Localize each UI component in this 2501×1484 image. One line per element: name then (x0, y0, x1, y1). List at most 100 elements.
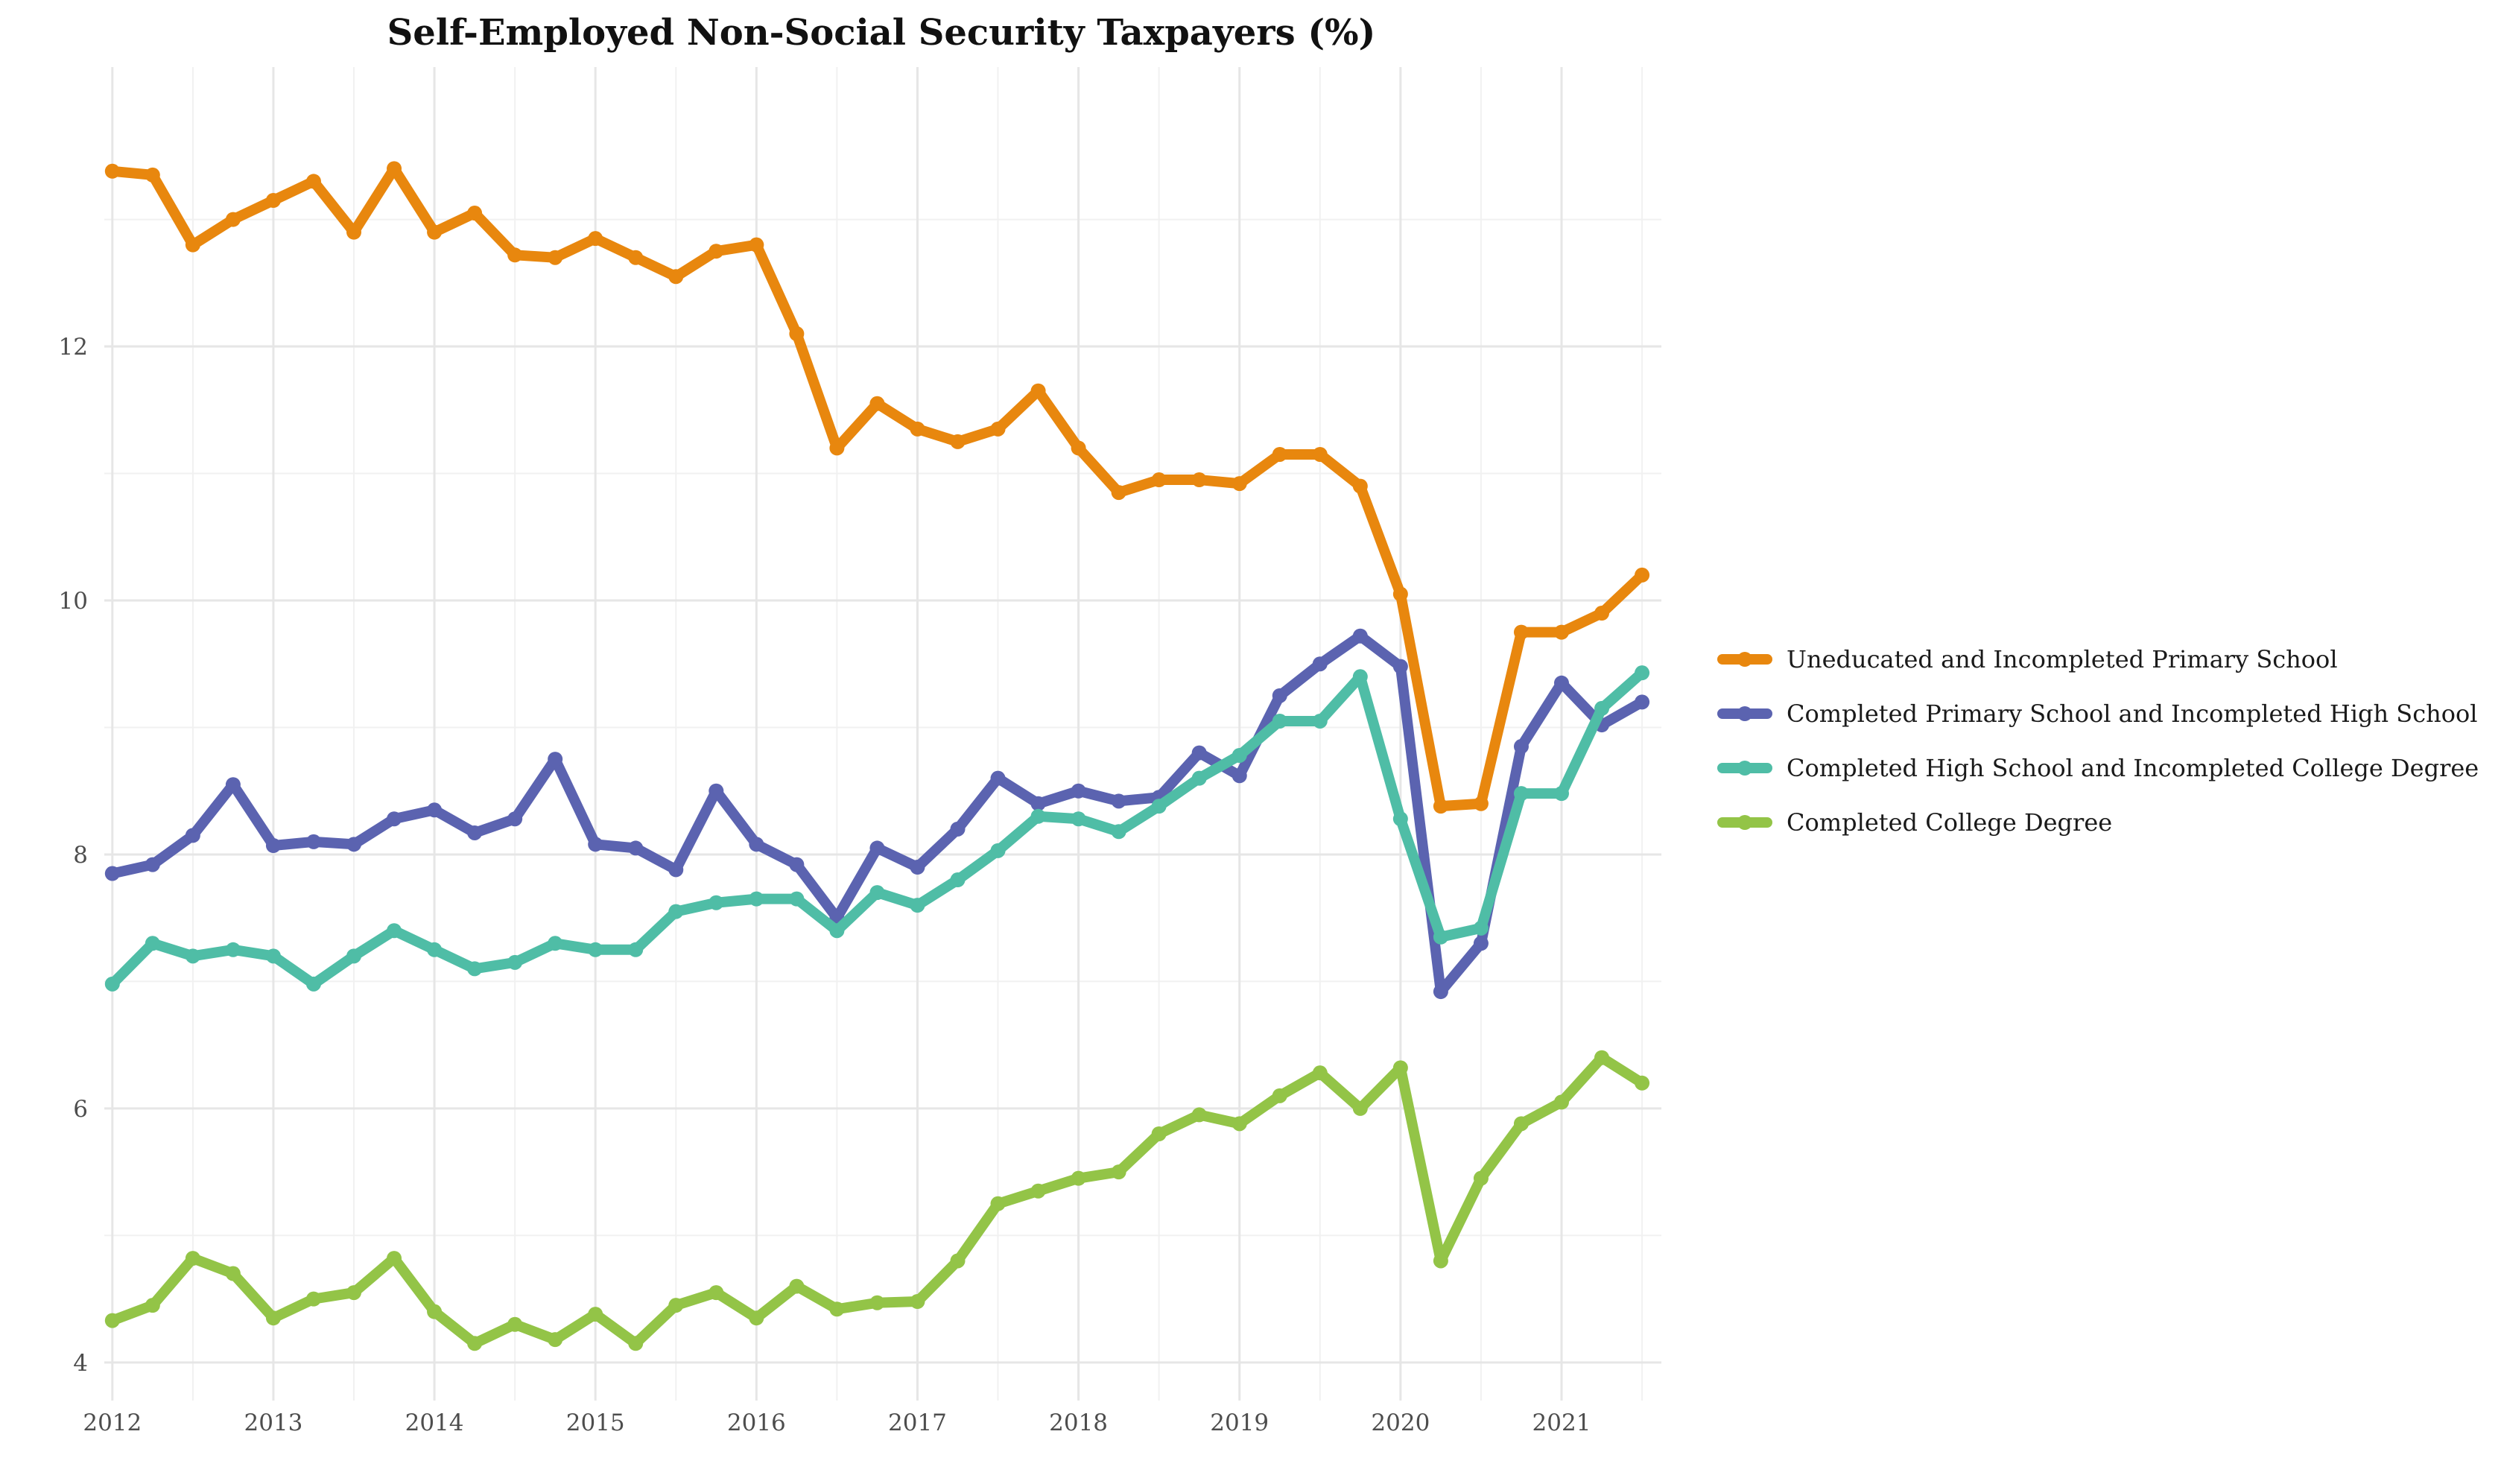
series-group (104, 161, 1650, 814)
data-point (1473, 1170, 1489, 1186)
data-point (1352, 1100, 1368, 1116)
legend-label: Completed High School and Incompleted Co… (1787, 754, 2479, 782)
data-point (668, 1298, 684, 1313)
data-point (829, 440, 845, 456)
data-point (749, 837, 764, 852)
data-point (427, 942, 443, 957)
x-tick-label: 2012 (83, 1410, 142, 1436)
data-point (104, 163, 120, 179)
data-point (709, 895, 724, 910)
data-point (628, 250, 644, 265)
x-tick-label: 2018 (1049, 1410, 1108, 1436)
data-point (1111, 1164, 1126, 1180)
data-point (145, 1298, 160, 1313)
data-point (1111, 824, 1126, 840)
data-point (1312, 713, 1328, 729)
data-point (628, 1336, 644, 1351)
data-point (1151, 799, 1167, 814)
legend-label: Uneducated and Incompleted Primary Schoo… (1787, 645, 2338, 673)
data-point (749, 891, 764, 907)
data-point (225, 942, 241, 957)
data-point (628, 840, 644, 856)
x-tick-label: 2020 (1371, 1410, 1430, 1436)
data-point (1635, 665, 1650, 681)
data-point (1352, 628, 1368, 644)
x-tick-label: 2015 (566, 1410, 625, 1436)
data-point (1111, 485, 1126, 501)
data-point (950, 434, 966, 449)
data-point (950, 1253, 966, 1269)
data-point (1392, 1060, 1408, 1076)
data-point (1635, 1075, 1650, 1091)
data-point (869, 1295, 885, 1310)
data-point (467, 825, 483, 840)
x-tick-label: 2019 (1210, 1410, 1269, 1436)
data-point (346, 948, 362, 964)
data-point (427, 224, 443, 240)
data-point (387, 161, 402, 177)
legend-swatch-point (1737, 706, 1752, 721)
data-point (548, 752, 563, 767)
data-point (225, 212, 241, 227)
legend-item: Uneducated and Incompleted Primary Schoo… (1717, 645, 2338, 673)
legend: Uneducated and Incompleted Primary Schoo… (1717, 645, 2479, 837)
legend-item: Completed High School and Incompleted Co… (1717, 754, 2479, 782)
x-tick-label: 2016 (727, 1410, 786, 1436)
x-tick-label: 2017 (888, 1410, 947, 1436)
data-point (1594, 606, 1610, 621)
data-point (1272, 713, 1287, 729)
data-point (185, 237, 200, 253)
data-point (1071, 440, 1086, 456)
data-point (427, 802, 443, 818)
data-point (507, 247, 523, 263)
data-point (1392, 586, 1408, 602)
series-line (107, 630, 1648, 998)
x-tick-label: 2013 (244, 1410, 302, 1436)
data-point (1594, 700, 1610, 716)
data-point (507, 811, 523, 827)
data-point (789, 857, 805, 872)
data-point (709, 1285, 724, 1301)
data-point (145, 167, 160, 183)
data-point (548, 1332, 563, 1348)
data-point (1433, 984, 1448, 1000)
data-point (1272, 1088, 1287, 1103)
data-point (1030, 1183, 1046, 1199)
data-point (1191, 472, 1207, 488)
series-line (107, 163, 1648, 812)
x-tick-label: 2014 (405, 1410, 464, 1436)
y-tick-label: 8 (73, 842, 88, 869)
data-point (829, 1301, 845, 1317)
data-point (910, 898, 925, 913)
series-line (107, 668, 1648, 989)
data-point (346, 1285, 362, 1301)
data-point (709, 244, 724, 259)
data-point (1312, 656, 1328, 672)
data-point (869, 396, 885, 411)
data-point (507, 1316, 523, 1332)
legend-item: Completed College Degree (1717, 808, 2112, 837)
data-point (1392, 659, 1408, 674)
data-point (1473, 936, 1489, 951)
data-point (1635, 694, 1650, 710)
data-point (225, 1266, 241, 1281)
y-tick-label: 12 (59, 334, 88, 361)
y-tick-label: 4 (73, 1350, 88, 1377)
data-point (1272, 446, 1287, 462)
y-tick-label: 6 (73, 1096, 88, 1123)
x-tick-label: 2021 (1532, 1410, 1591, 1436)
data-point (1473, 796, 1489, 811)
data-point (387, 923, 402, 939)
data-point (588, 1307, 603, 1322)
data-point (910, 860, 925, 875)
data-point (668, 862, 684, 878)
data-point (305, 834, 321, 849)
data-point (1071, 783, 1086, 799)
data-point (1312, 446, 1328, 462)
data-point (185, 948, 200, 964)
data-point (104, 976, 120, 992)
data-point (467, 961, 483, 977)
data-point (1030, 808, 1046, 824)
